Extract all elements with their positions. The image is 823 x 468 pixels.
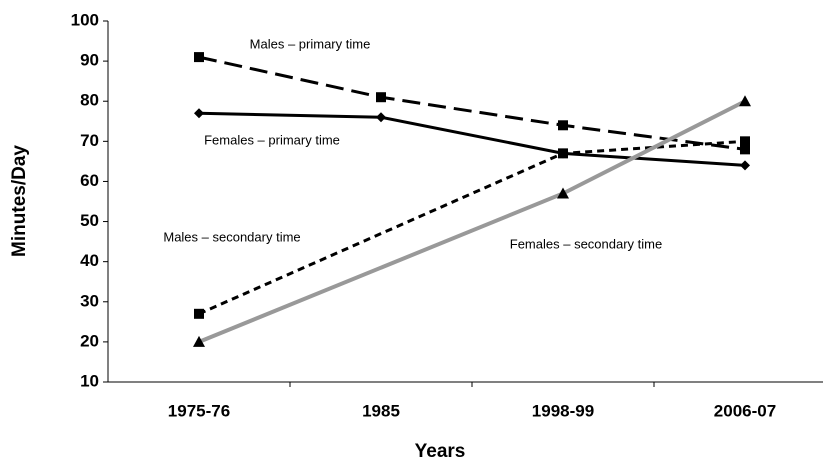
y-tick-label: 50 [80, 211, 99, 230]
y-tick-label: 90 [80, 51, 99, 70]
y-tick-label: 40 [80, 251, 99, 270]
series-line [198, 55, 746, 151]
y-tick-label: 20 [80, 331, 99, 350]
y-tick-label: 10 [80, 371, 99, 390]
y-tick-label: 60 [80, 171, 99, 190]
y-axis-title: Minutes/Day [9, 145, 30, 257]
y-tick-label: 100 [71, 10, 99, 29]
y-tick-label: 30 [80, 291, 99, 310]
x-tick-label: 2006-07 [714, 401, 776, 420]
marker [740, 160, 750, 171]
marker [193, 335, 205, 347]
marker [558, 148, 568, 159]
x-tick-label: 1975-76 [168, 401, 230, 420]
marker [376, 112, 386, 123]
series-label: Males – secondary time [163, 229, 300, 244]
x-tick-label: 1985 [362, 401, 400, 420]
marker [739, 95, 751, 107]
marker [558, 120, 568, 131]
marker [557, 187, 569, 199]
series-label: Females – secondary time [510, 236, 662, 251]
x-axis-title: Years [415, 441, 466, 462]
marker [194, 52, 204, 63]
series-line [198, 139, 746, 316]
y-tick-label: 80 [80, 91, 99, 110]
marker [194, 308, 204, 319]
marker [740, 136, 750, 147]
x-tick-label: 1998-99 [532, 401, 594, 420]
y-tick-label: 70 [80, 131, 99, 150]
marker [740, 144, 750, 155]
marker [376, 92, 386, 103]
series-line [198, 111, 746, 167]
marker [194, 108, 204, 119]
series-label: Females – primary time [204, 132, 340, 147]
series-label: Males – primary time [250, 36, 371, 51]
